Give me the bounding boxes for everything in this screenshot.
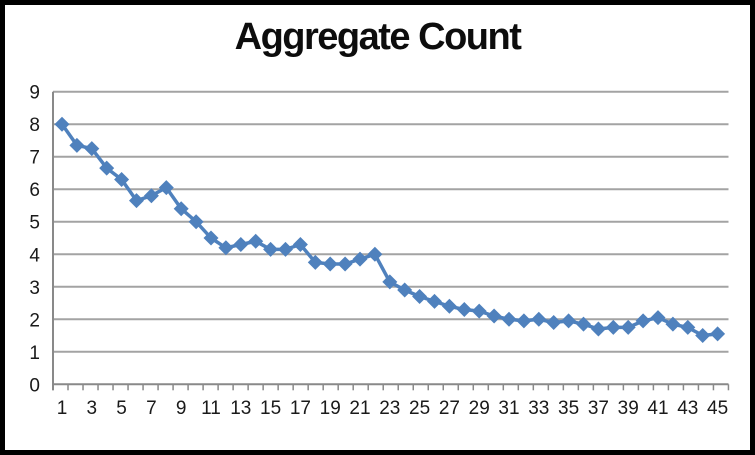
- data-point-marker: [695, 328, 711, 344]
- data-point-marker: [158, 180, 174, 196]
- data-point-marker: [233, 237, 249, 253]
- data-point-marker: [188, 214, 204, 230]
- x-axis-tick-label: 11: [201, 398, 221, 419]
- y-axis-tick-label: 2: [29, 310, 40, 331]
- x-axis-tick-label: 9: [176, 398, 187, 419]
- x-axis-tick-label: 25: [409, 398, 430, 419]
- y-axis-tick-label: 8: [29, 115, 40, 136]
- data-point-marker: [471, 303, 487, 319]
- data-point-marker: [54, 116, 70, 132]
- x-axis-tick-label: 41: [647, 398, 668, 419]
- data-point-marker: [590, 321, 606, 337]
- data-point-marker: [114, 171, 130, 187]
- data-point-marker: [99, 160, 115, 176]
- chart-title: Aggregate Count: [234, 16, 522, 58]
- data-point-marker: [278, 241, 293, 257]
- data-point-marker: [516, 313, 532, 329]
- data-point-marker: [427, 293, 442, 309]
- data-point-marker: [337, 256, 353, 272]
- x-axis-tick-label: 27: [439, 398, 460, 419]
- x-axis-tick-label: 1: [57, 398, 68, 419]
- data-point-marker: [561, 313, 577, 329]
- data-point-marker: [322, 256, 338, 272]
- x-axis-tick-label: 39: [618, 398, 639, 419]
- data-point-marker: [531, 311, 547, 327]
- data-point-marker: [218, 240, 234, 256]
- x-axis-tick-label: 43: [677, 398, 698, 419]
- y-axis-tick-label: 1: [29, 343, 40, 364]
- x-axis-tick-label: 21: [349, 398, 370, 419]
- x-axis-tick-label: 5: [116, 398, 127, 419]
- data-point-marker: [412, 289, 428, 305]
- x-axis-tick-label: 3: [87, 398, 98, 419]
- data-point-marker: [620, 319, 636, 335]
- x-axis-tick-label: 33: [528, 398, 549, 419]
- x-axis-tick-label: 29: [469, 398, 490, 419]
- x-axis-tick-label: 13: [230, 398, 251, 419]
- y-axis-tick-label: 7: [29, 148, 40, 169]
- y-axis-tick-label: 6: [29, 180, 40, 201]
- data-point-marker: [605, 319, 621, 335]
- data-point-marker: [382, 274, 398, 290]
- data-point-marker: [203, 230, 219, 246]
- data-point-marker: [263, 241, 279, 257]
- y-axis-tick-label: 0: [29, 375, 40, 396]
- x-axis-tick-label: 17: [290, 398, 311, 419]
- y-axis-tick-label: 3: [29, 278, 40, 299]
- data-point-marker: [307, 254, 323, 270]
- x-axis-tick-label: 31: [498, 398, 519, 419]
- data-point-marker: [352, 251, 368, 267]
- data-point-marker: [143, 188, 159, 204]
- data-point-marker: [486, 308, 502, 324]
- data-point-marker: [84, 141, 100, 157]
- data-point-marker: [248, 233, 264, 249]
- data-point-marker: [397, 282, 413, 298]
- data-point-marker: [665, 316, 681, 332]
- data-point-marker: [173, 201, 189, 217]
- data-point-marker: [367, 246, 383, 262]
- data-point-marker: [680, 319, 696, 335]
- data-point-marker: [501, 311, 517, 327]
- data-point-marker: [650, 310, 666, 326]
- x-axis-tick-label: 23: [379, 398, 400, 419]
- x-axis-tick-label: 37: [588, 398, 609, 419]
- data-point-marker: [69, 137, 85, 153]
- data-point-marker: [456, 302, 472, 318]
- data-point-marker: [441, 298, 457, 314]
- data-point-marker: [292, 237, 308, 253]
- data-point-marker: [710, 326, 726, 342]
- x-axis-tick-label: 45: [707, 398, 728, 419]
- y-axis-tick-label: 4: [29, 245, 40, 266]
- data-point-marker: [129, 193, 144, 209]
- x-axis-tick-label: 15: [260, 398, 281, 419]
- data-point-marker: [635, 313, 651, 329]
- y-axis-tick-label: 9: [29, 83, 40, 104]
- data-point-marker: [546, 315, 562, 331]
- y-axis-tick-label: 5: [29, 213, 40, 234]
- x-axis-tick-label: 7: [146, 398, 157, 419]
- x-axis-tick-label: 19: [320, 398, 341, 419]
- data-point-marker: [576, 316, 591, 332]
- x-axis-tick-label: 35: [558, 398, 579, 419]
